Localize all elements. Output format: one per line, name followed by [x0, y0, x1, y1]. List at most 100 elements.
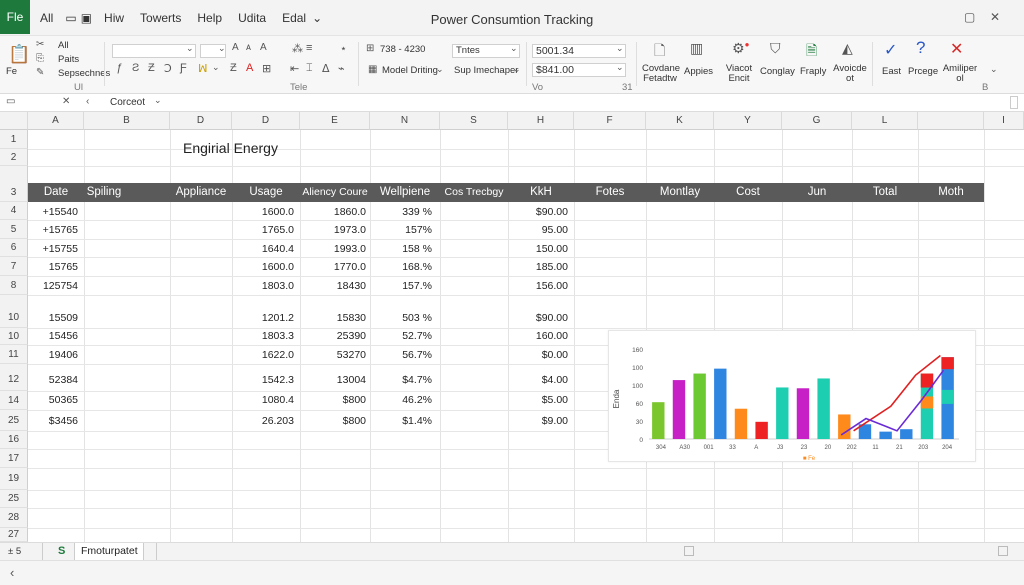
fill-color-icon[interactable]: Ƶ	[230, 62, 237, 74]
clipboard-all[interactable]: All	[58, 40, 69, 51]
col-header[interactable]: L	[852, 112, 918, 130]
wrap-icon[interactable]: Ƒ	[180, 62, 187, 74]
scroll-box[interactable]	[684, 546, 694, 556]
menu-hiw[interactable]: Hiw	[104, 11, 125, 25]
cell-usage[interactable]: 1765.0	[261, 224, 294, 236]
header-cell[interactable]: Cost	[736, 186, 760, 198]
cell-kkh[interactable]: 150.00	[535, 243, 568, 255]
header-cell[interactable]: Usage	[249, 186, 283, 198]
sheet-tab[interactable]: Fmoturpatet	[74, 543, 144, 560]
cell-usage[interactable]: 1803.0	[261, 280, 294, 292]
btn-avoicde[interactable]: Avoicde ot	[833, 63, 867, 84]
format-painter-icon[interactable]: ✎	[36, 67, 45, 78]
row-header[interactable]: 17	[0, 449, 28, 468]
document-icon[interactable]: 🗋	[654, 42, 666, 58]
col-header[interactable]: D	[232, 112, 300, 130]
font-name-box[interactable]	[112, 44, 196, 58]
cell-kkh[interactable]: $90.00	[535, 312, 568, 324]
cell-coure[interactable]: 53270	[336, 349, 366, 361]
font-color-icon[interactable]: A	[260, 42, 267, 53]
select-all-icon[interactable]: ▭	[6, 96, 16, 107]
check-icon[interactable]: ✓	[884, 42, 898, 59]
paste-icon[interactable]: 📋	[8, 44, 31, 64]
cell-kkh[interactable]: $4.00	[541, 374, 568, 386]
row-header[interactable]: 4	[0, 202, 28, 220]
cell-coure[interactable]: 1860.0	[333, 206, 366, 218]
header-cell[interactable]: Jun	[807, 186, 827, 198]
col-header[interactable]: K	[646, 112, 714, 130]
cell-usage[interactable]: 26.203	[261, 415, 294, 427]
italic-icon[interactable]: ƒ	[116, 62, 123, 74]
row-header[interactable]: 6	[0, 239, 28, 257]
chevron-down-icon[interactable]: ⌄	[436, 64, 444, 74]
back-icon[interactable]: ‹	[86, 96, 90, 107]
btn-east[interactable]: East	[882, 66, 902, 77]
col-header[interactable]: B	[84, 112, 170, 130]
row-header[interactable]: 14	[0, 391, 28, 410]
clipboard-sepsechnes[interactable]: Sepsechnes	[58, 68, 111, 79]
cell-coure[interactable]: 1973.0	[333, 224, 366, 236]
cell-kkh[interactable]: $90.00	[535, 206, 568, 218]
btn-appies[interactable]: Appies	[684, 66, 714, 77]
col-header[interactable]: D	[170, 112, 232, 130]
close-icon[interactable]: ✕	[950, 41, 964, 58]
header-cell[interactable]: Aliency Coure	[302, 186, 368, 198]
shield-icon[interactable]: ⛉	[770, 40, 781, 56]
row-header[interactable]: 2	[0, 149, 28, 166]
cell-pct[interactable]: $4.7%	[402, 374, 432, 386]
header-cell[interactable]: Appliance	[175, 186, 227, 198]
cell-date[interactable]: +15540	[42, 206, 78, 218]
menu-help[interactable]: Help	[197, 11, 223, 25]
col-header[interactable]: H	[508, 112, 574, 130]
header-cell[interactable]: Cos Trecbgy	[444, 186, 504, 198]
cell-coure[interactable]: 1770.0	[333, 261, 366, 273]
row-header[interactable]: 19	[0, 468, 28, 490]
strikethrough-icon[interactable]: Ƨ	[132, 62, 140, 74]
cell-kkh[interactable]: $9.00	[541, 415, 568, 427]
cell-pct[interactable]: 52.7%	[402, 330, 432, 342]
cell-pct[interactable]: 157.%	[402, 280, 432, 292]
copy-icon[interactable]: ⎘	[36, 53, 44, 64]
col-header[interactable]: G	[782, 112, 852, 130]
cell-date[interactable]: +15765	[42, 224, 78, 236]
cell-coure[interactable]: 25390	[336, 330, 366, 342]
col-header[interactable]: F	[574, 112, 646, 130]
cell-pct[interactable]: 56.7%	[402, 349, 432, 361]
cell-date[interactable]: 50365	[48, 394, 78, 406]
text-effects-icon[interactable]: Ƶ	[148, 62, 155, 74]
cell-pct[interactable]: 46.2%	[402, 394, 432, 406]
value-box-2[interactable]: $841.00	[532, 63, 626, 77]
sheet-nav-mark[interactable]: ± 5	[8, 546, 22, 557]
scroll-box-right[interactable]	[998, 546, 1008, 556]
clipboard-paits[interactable]: Paits	[58, 54, 80, 65]
col-header-extra[interactable]: I	[984, 112, 1024, 130]
cell-coure[interactable]: 1993.0	[333, 243, 366, 255]
model-label[interactable]: Model Driting	[382, 65, 438, 76]
file-green-icon[interactable]: 🗎	[806, 42, 818, 58]
header-cell[interactable]: Total	[872, 186, 898, 198]
columns-icon[interactable]: ▥	[690, 40, 704, 56]
btn-amiliper[interactable]: Amiliper ol	[942, 63, 978, 84]
star-icon[interactable]: ⁂	[292, 43, 303, 55]
cell-kkh[interactable]: 95.00	[541, 224, 568, 236]
formula-expand[interactable]	[1010, 96, 1018, 109]
cell-pct[interactable]: 157%	[405, 224, 432, 236]
borders-icon[interactable]: ⊞	[262, 63, 272, 75]
btn-covdane[interactable]: Covdane Fetadtw	[642, 63, 681, 84]
file-button[interactable]: Fle	[0, 0, 30, 34]
row-header[interactable]: 5	[0, 220, 28, 239]
cell-usage[interactable]: 1542.3	[261, 374, 294, 386]
merge-icon[interactable]: ⌶	[306, 62, 313, 74]
cell-kkh[interactable]: 160.00	[535, 330, 568, 342]
cell-usage[interactable]: 1600.0	[261, 261, 294, 273]
cell-date[interactable]: +15755	[42, 243, 78, 255]
clear-icon[interactable]: ⌁	[338, 63, 345, 75]
grow-font-icon[interactable]: A	[232, 42, 239, 53]
btn-prcege[interactable]: Prcege	[908, 66, 939, 77]
cell-usage[interactable]: 1201.2	[261, 312, 294, 324]
close-icon[interactable]: ✕	[990, 10, 1001, 24]
cell-kkh[interactable]: $5.00	[541, 394, 568, 406]
chevron-down-icon[interactable]: ⌄	[510, 43, 518, 53]
cut-icon[interactable]: ✂	[36, 39, 45, 50]
row-header[interactable]: 25	[0, 490, 28, 508]
